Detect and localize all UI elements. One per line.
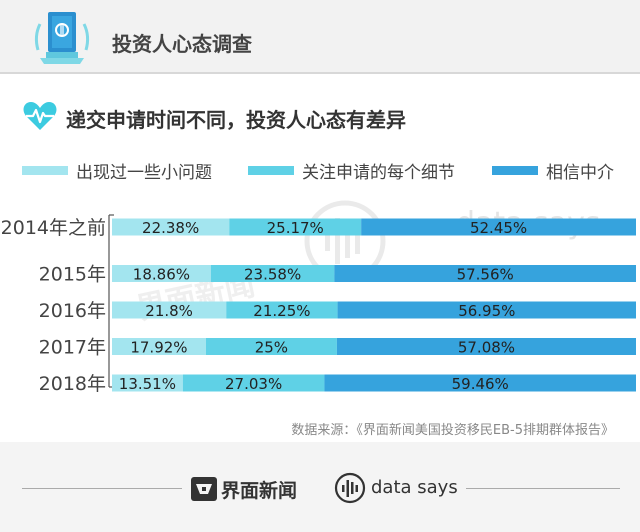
data-label: 21.25% (253, 302, 310, 320)
data-label: 25% (255, 339, 288, 357)
bar-segment (337, 301, 636, 319)
data-label: 23.58% (244, 266, 301, 284)
data-label: 57.08% (458, 339, 515, 357)
legend-label: 出现过一些小问题 (76, 163, 212, 183)
legend-swatch (492, 166, 538, 175)
header-title: 投资人心态调查 (112, 32, 252, 56)
category-label: 2015年 (39, 264, 106, 286)
bar-segment (205, 338, 337, 355)
header-divider (0, 72, 640, 74)
bar-segment (112, 218, 230, 236)
bar-segment (226, 301, 338, 319)
legend-swatch (248, 166, 294, 175)
data-label: 21.8% (145, 302, 193, 320)
category-label: 2017年 (39, 337, 106, 359)
data-label: 57.56% (457, 266, 514, 284)
bar-segment (112, 374, 183, 392)
footer-brand: 界面新闻 (221, 480, 298, 502)
data-label: 25.17% (267, 219, 324, 237)
legend-swatch (22, 166, 68, 175)
data-label: 18.86% (133, 266, 190, 284)
bar-segment (210, 265, 335, 282)
jiemian-logo-icon (191, 477, 217, 501)
footer-data-says: data says (371, 477, 458, 498)
category-label: 2014年之前 (1, 217, 106, 239)
bar-segment (182, 374, 325, 392)
legend-label: 相信中介 (546, 163, 614, 183)
chart-subtitle: 递交申请时间不同，投资人心态有差异 (66, 108, 406, 132)
bar-segment (324, 374, 636, 392)
source-note: 数据来源：《界面新闻美国投资移民EB-5排期群体报告》 (291, 423, 614, 438)
stacked-bar-chart: 2014年之前 22.38% 25.17% 52.45% 2015年 18.86% 23.5… (1, 214, 636, 395)
data-says-logo-icon (334, 472, 366, 504)
bar-segment (361, 218, 636, 236)
data-label: 52.45% (470, 219, 527, 237)
data-label: 27.03% (225, 375, 282, 393)
book-logo-icon (34, 12, 90, 64)
footer-line-right (466, 488, 620, 489)
heart-pulse-icon (23, 102, 57, 130)
legend-label: 关注申请的每个细节 (302, 163, 455, 183)
bar-segment (336, 338, 636, 355)
bar-segment (229, 218, 362, 236)
header-banner: 投资人心态调查 (0, 0, 640, 72)
data-label: 59.46% (452, 375, 509, 393)
category-label: 2016年 (39, 300, 106, 322)
bar-segment (334, 265, 636, 282)
footer (0, 442, 640, 532)
footer-line-left (22, 488, 182, 489)
bar-segment (112, 338, 206, 355)
data-label: 17.92% (130, 339, 187, 357)
bar-segment (112, 265, 211, 282)
data-label: 56.95% (458, 302, 515, 320)
data-label: 13.51% (119, 375, 176, 393)
category-label: 2018年 (39, 373, 106, 395)
data-label: 22.38% (142, 219, 199, 237)
bar-segment (112, 301, 227, 319)
